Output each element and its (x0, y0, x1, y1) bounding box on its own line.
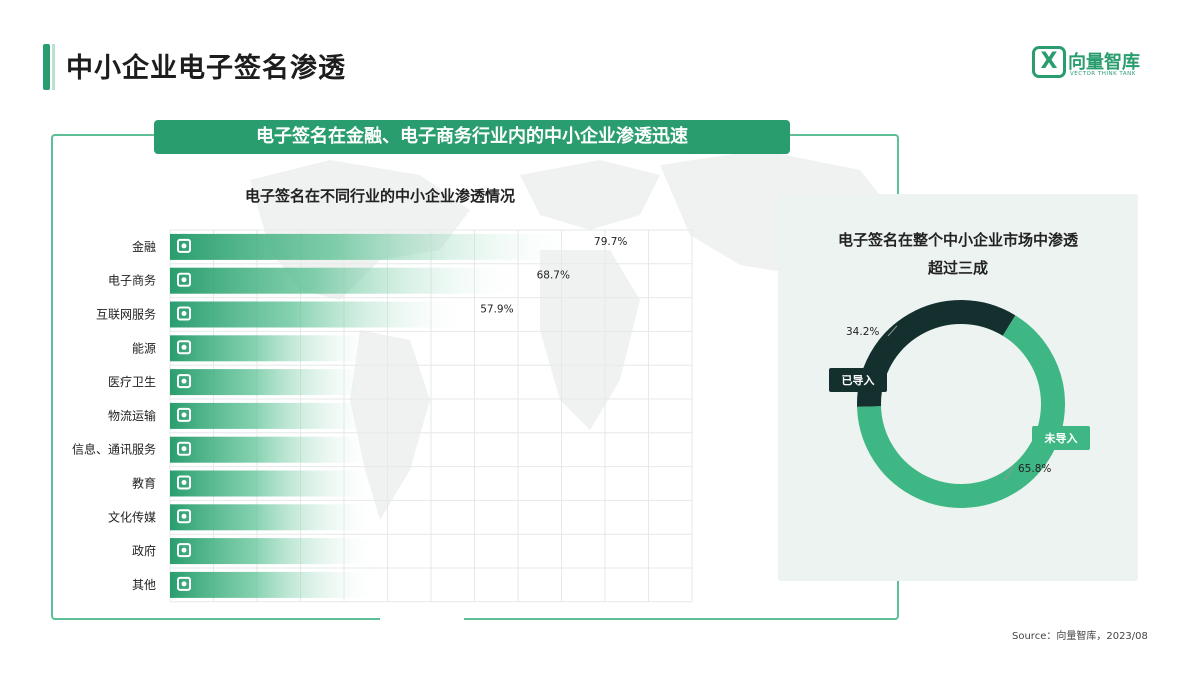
bar-6 (170, 402, 380, 429)
bar-1 (170, 233, 587, 260)
logo-name-cn: 向量智库 (1068, 52, 1140, 73)
energy-icon (177, 340, 191, 355)
communication-icon (177, 441, 191, 456)
bar-5 (170, 369, 380, 396)
category-label: 互联网服务 (96, 307, 156, 322)
category-label: 文化传媒 (108, 509, 156, 524)
bar-7 (170, 436, 380, 463)
shopping-cart-icon (177, 272, 191, 287)
headline-banner: 电子签名在金融、电子商务行业内的中小企业渗透迅速 (154, 120, 790, 154)
bar-chart-title: 电子签名在不同行业的中小企业渗透情况 (244, 187, 515, 205)
category-label: 金融 (132, 239, 156, 254)
bar-4 (170, 335, 380, 362)
data-label: 68.7% (537, 270, 570, 282)
logo-frame (1032, 46, 1066, 78)
bar-10 (170, 538, 380, 565)
finance-icon (177, 238, 191, 253)
globe-icon (177, 306, 191, 321)
source-note: Source：向量智库，2023/08 (1012, 631, 1148, 642)
brand-logo: X 向量智库 VECTOR THINK TANK (1032, 46, 1150, 82)
bar-8 (170, 470, 380, 497)
donut-slice-2 (857, 315, 1065, 508)
tv-icon (177, 509, 191, 524)
leader-line (887, 325, 898, 337)
logo-x-icon: X (1040, 49, 1058, 74)
category-label: 物流运输 (108, 408, 156, 423)
category-label: 教育 (132, 476, 156, 491)
page-title: 中小企业电子签名渗透 (66, 53, 346, 84)
bar-9 (170, 504, 380, 531)
category-label: 能源 (132, 341, 156, 355)
category-label: 政府 (132, 543, 156, 558)
slice-name-tag (829, 368, 887, 392)
other-icon (177, 576, 191, 591)
donut-panel: 电子签名在整个中小企业市场中渗透 超过三成 34.2% 65.8% 已导入未导入 (778, 194, 1138, 581)
hospital-icon (177, 374, 191, 389)
government-icon (177, 543, 191, 558)
data-label: 57.9% (480, 304, 513, 316)
bar-3 (170, 301, 473, 328)
logistics-icon (177, 407, 191, 422)
slice-name-label: 未导入 (1044, 431, 1078, 445)
title-accent-bar (43, 44, 50, 90)
donut-title-line-1: 电子签名在整个中小企业市场中渗透 (837, 231, 1078, 249)
slice-name-label: 已导入 (842, 374, 875, 387)
leader-line (1004, 465, 1014, 481)
logo-name-en: VECTOR THINK TANK (1070, 71, 1136, 77)
frame-gap (380, 612, 464, 624)
bar-2 (170, 267, 529, 294)
category-label: 信息、通讯服务 (72, 442, 156, 457)
education-icon (177, 475, 191, 490)
category-label: 电子商务 (108, 273, 156, 288)
bar-11 (170, 571, 380, 598)
data-label: 79.7% (594, 236, 627, 248)
slice-value-label: 34.2% (846, 326, 879, 338)
slice-value-label: 65.8% (1018, 463, 1051, 475)
donut-title-line-2: 超过三成 (927, 259, 988, 277)
slice-name-tag (1032, 426, 1090, 450)
category-label: 医疗卫生 (108, 375, 156, 389)
donut-title: 电子签名在整个中小企业市场中渗透 超过三成 (778, 226, 1138, 282)
donut-slice-1 (857, 300, 1016, 407)
title-accent-bar-light (52, 44, 55, 90)
category-label: 其他 (132, 578, 156, 592)
